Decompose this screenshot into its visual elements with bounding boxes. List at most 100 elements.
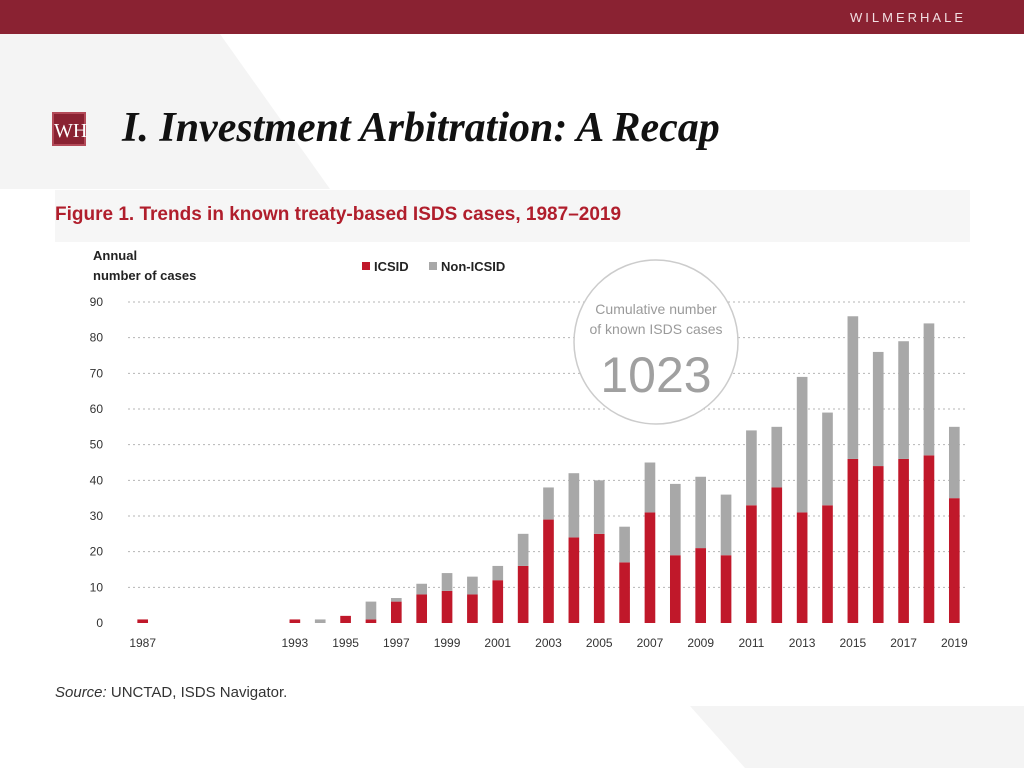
icsid-bar [923, 455, 935, 623]
brand-name: WILMERHALE [850, 10, 966, 25]
icsid-bar [543, 519, 554, 623]
annotation-line2: of known ISDS cases [589, 321, 722, 337]
non-icsid-bar [619, 526, 630, 563]
y-tick-label: 50 [90, 438, 104, 452]
non-icsid-bar [695, 476, 707, 549]
x-tick-label: 2005 [586, 636, 613, 650]
source-text: UNCTAD, ISDS Navigator. [106, 684, 288, 701]
annotation-value: 1023 [600, 347, 711, 403]
x-tick-label: 2017 [890, 636, 917, 650]
icsid-bar [619, 562, 630, 623]
non-icsid-bar [593, 480, 605, 534]
y-tick-label: 40 [90, 473, 104, 487]
background-decoration [0, 34, 1024, 768]
cumulative-annotation: Cumulative number of known ISDS cases 10… [573, 259, 739, 425]
y-tick-label: 10 [90, 580, 104, 594]
wilmerhale-logo: WH [52, 112, 87, 146]
x-tick-label: 2015 [840, 636, 867, 650]
non-icsid-bar [314, 619, 326, 623]
icsid-bar [771, 487, 783, 623]
icsid-bar [492, 580, 504, 623]
y-axis-label-line1: Annual [93, 248, 137, 263]
non-icsid-bar [796, 376, 808, 513]
figure-panel: Figure 1. Trends in known treaty-based I… [55, 190, 970, 706]
icsid-bar [847, 458, 859, 623]
icsid-bar [822, 505, 833, 623]
x-tick-label: 2019 [941, 636, 968, 650]
non-icsid-bar [543, 487, 554, 520]
x-tick-label: 1999 [434, 636, 461, 650]
x-tick-label: 2001 [484, 636, 511, 650]
annotation-line1: Cumulative number [595, 301, 717, 317]
non-icsid-bar [822, 412, 833, 506]
x-tick-label: 1987 [129, 636, 156, 650]
non-icsid-bar [568, 473, 580, 538]
figure-source: Source: UNCTAD, ISDS Navigator. [55, 684, 287, 701]
icsid-bar [593, 533, 605, 623]
non-icsid-bar [923, 323, 935, 456]
x-tick-label: 1997 [383, 636, 410, 650]
bars [137, 316, 960, 623]
annotation-circle [573, 259, 739, 425]
non-icsid-bar [492, 565, 504, 581]
legend-non-icsid-label: Non-ICSID [441, 259, 505, 274]
y-tick-labels: 0 10 20 30 40 50 60 70 80 90 [90, 295, 104, 630]
x-tick-label: 2013 [789, 636, 816, 650]
figure-header [55, 190, 970, 242]
icsid-bar [340, 615, 351, 623]
icsid-bar [517, 565, 529, 623]
icsid-bar [898, 458, 909, 623]
non-icsid-bar [872, 351, 884, 467]
legend-icsid-swatch [362, 262, 370, 270]
non-icsid-bar [441, 573, 453, 591]
icsid-bar [390, 601, 402, 623]
legend: ICSID Non-ICSID [362, 259, 505, 274]
x-tick-label: 1993 [282, 636, 309, 650]
y-tick-label: 70 [90, 366, 104, 380]
x-tick-label: 1995 [332, 636, 359, 650]
non-icsid-bar [644, 462, 656, 513]
chart: 0 10 20 30 40 50 60 70 80 90 1987 1993 1995 1997 1999… [90, 248, 968, 650]
non-icsid-bar [467, 576, 478, 595]
source-label: Source: [55, 684, 107, 701]
icsid-bar [441, 590, 453, 623]
icsid-bar [948, 498, 960, 623]
non-icsid-bar [847, 316, 859, 459]
icsid-bar [137, 619, 149, 623]
non-icsid-bar [898, 341, 909, 459]
y-tick-label: 20 [90, 545, 104, 559]
y-tick-label: 90 [90, 295, 104, 309]
icsid-bar [416, 594, 428, 623]
y-tick-label: 0 [96, 616, 103, 630]
icsid-bar [365, 619, 377, 623]
non-icsid-bar [416, 583, 428, 595]
non-icsid-bar [746, 430, 757, 506]
icsid-bar [746, 505, 757, 623]
icsid-bar [644, 512, 656, 623]
non-icsid-bar [517, 533, 529, 566]
y-axis-label-line2: number of cases [93, 268, 196, 283]
legend-non-icsid-swatch [429, 262, 437, 270]
non-icsid-bar [669, 483, 681, 556]
icsid-bar [467, 594, 478, 623]
non-icsid-bar [948, 426, 960, 499]
icsid-bar [720, 555, 732, 623]
y-tick-label: 30 [90, 509, 104, 523]
icsid-bar [695, 548, 707, 623]
non-icsid-bar [365, 601, 377, 620]
legend-icsid-label: ICSID [374, 259, 409, 274]
x-tick-label: 2003 [535, 636, 562, 650]
y-tick-label: 80 [90, 331, 104, 345]
non-icsid-bar [720, 494, 732, 556]
non-icsid-bar [390, 598, 402, 602]
icsid-bar [796, 512, 808, 623]
y-tick-label: 60 [90, 402, 104, 416]
slide-title: I. Investment Arbitration: A Recap [122, 105, 720, 151]
icsid-bar [669, 555, 681, 623]
figure-title: Figure 1. Trends in known treaty-based I… [55, 204, 622, 225]
x-tick-label: 2007 [637, 636, 664, 650]
icsid-bar [872, 466, 884, 623]
x-tick-label: 2009 [687, 636, 714, 650]
non-icsid-bar [771, 426, 783, 488]
icsid-bar [289, 619, 301, 623]
